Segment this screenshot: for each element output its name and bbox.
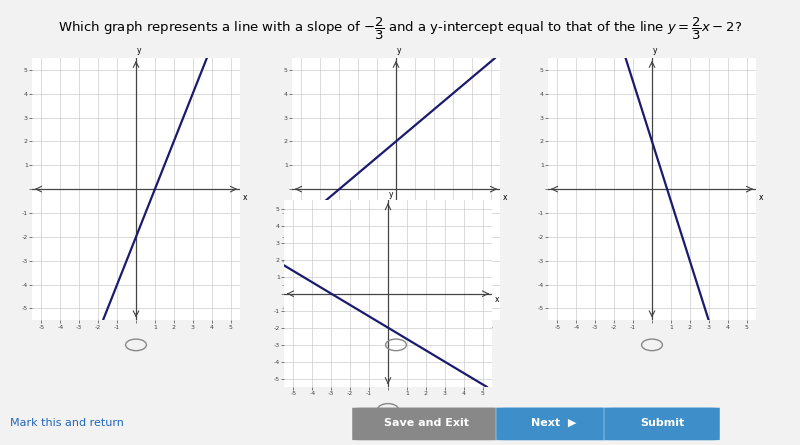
FancyBboxPatch shape — [352, 407, 500, 441]
Text: y: y — [397, 46, 402, 56]
Text: x: x — [503, 193, 507, 202]
Text: y: y — [389, 190, 394, 198]
Text: Mark this and return: Mark this and return — [10, 418, 123, 428]
Text: Next  ▶: Next ▶ — [531, 418, 577, 428]
FancyBboxPatch shape — [604, 407, 720, 441]
Text: y: y — [653, 46, 658, 56]
FancyBboxPatch shape — [496, 407, 612, 441]
Text: Which graph represents a line with a slope of $-\dfrac{2}{3}$ and a y-intercept : Which graph represents a line with a slo… — [58, 16, 742, 42]
Text: x: x — [759, 193, 763, 202]
Text: x: x — [495, 295, 499, 304]
Text: x: x — [243, 193, 247, 202]
Text: Save and Exit: Save and Exit — [383, 418, 469, 428]
Text: y: y — [137, 46, 142, 56]
Text: Submit: Submit — [640, 418, 684, 428]
